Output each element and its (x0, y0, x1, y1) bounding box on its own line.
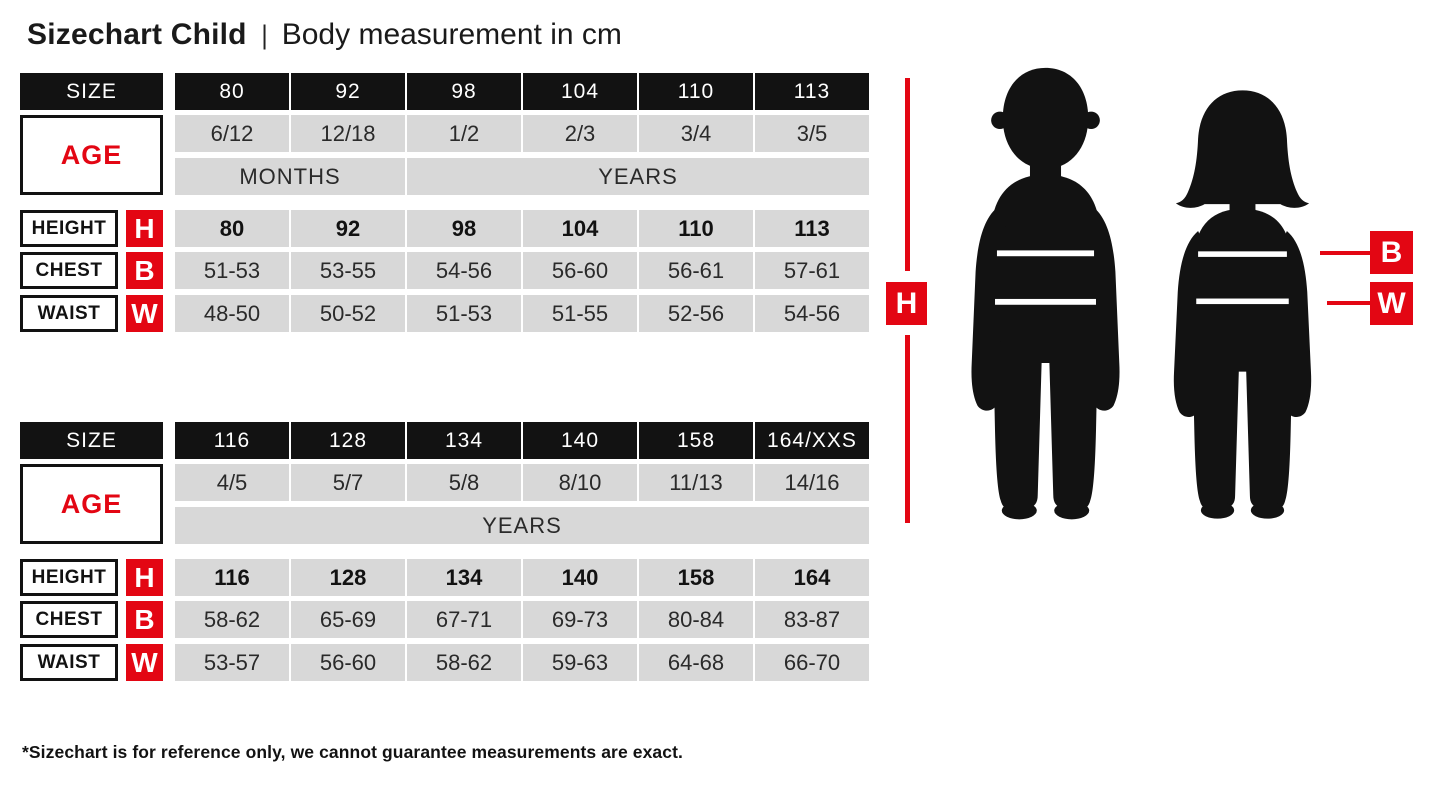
size-header-cell: 92 (291, 73, 405, 110)
age-row-label: AGE (20, 464, 163, 544)
waist-measure-line (1327, 301, 1370, 305)
waist-cell: 50-52 (291, 295, 405, 332)
waist-row-label: WAIST (20, 644, 118, 681)
chest-cell: 65-69 (291, 601, 405, 638)
waist-cell: 53-57 (175, 644, 289, 681)
size-header-cell: 164/XXS (755, 422, 869, 459)
title-separator: | (261, 20, 268, 50)
age-row-label: AGE (20, 115, 163, 195)
chest-row-label: CHEST (20, 252, 118, 289)
girl-child-silhouette-icon (1173, 90, 1312, 519)
waist-cell: 52-56 (639, 295, 753, 332)
waist-cell: 59-63 (523, 644, 637, 681)
height-row-label: HEIGHT (20, 210, 118, 247)
size-row-label: SIZE (20, 73, 163, 110)
chest-letter-badge: B (126, 601, 163, 638)
chest-letter-badge: B (126, 252, 163, 289)
height-measure-line-top (905, 78, 910, 271)
page-title: Sizechart Child | Body measurement in cm (27, 18, 622, 52)
height-cell: 164 (755, 559, 869, 596)
size-header-cell: 158 (639, 422, 753, 459)
age-cell: 4/5 (175, 464, 289, 501)
age-cell: 5/7 (291, 464, 405, 501)
waist-cell: 64-68 (639, 644, 753, 681)
age-unit-cell: MONTHS (175, 158, 405, 195)
size-header-cell: 128 (291, 422, 405, 459)
height-cell: 116 (175, 559, 289, 596)
height-measure-line-bottom (905, 335, 910, 523)
size-header-cell: 110 (639, 73, 753, 110)
height-cell: 128 (291, 559, 405, 596)
chest-cell: 53-55 (291, 252, 405, 289)
chest-marker-badge: B (1370, 231, 1413, 274)
sizechart-table-large-sizes: SIZE AGE 116 128 134 140 158 164/XXS 4/5 5/7 5/8 8/… (20, 422, 869, 681)
boy-child-silhouette-icon (971, 67, 1120, 520)
height-marker-badge: H (886, 282, 927, 325)
waist-cell: 58-62 (407, 644, 521, 681)
age-cell: 3/5 (755, 115, 869, 152)
waist-cell: 51-53 (407, 295, 521, 332)
chest-row-label: CHEST (20, 601, 118, 638)
chest-measure-line (1320, 251, 1370, 255)
size-header-cell: 80 (175, 73, 289, 110)
age-unit-cell: YEARS (175, 507, 869, 544)
waist-row-label: WAIST (20, 295, 118, 332)
age-cell: 5/8 (407, 464, 521, 501)
age-cell: 6/12 (175, 115, 289, 152)
height-cell: 158 (639, 559, 753, 596)
age-cell: 11/13 (639, 464, 753, 501)
chest-cell: 83-87 (755, 601, 869, 638)
height-cell: 140 (523, 559, 637, 596)
height-cell: 92 (291, 210, 405, 247)
size-row-label: SIZE (20, 422, 163, 459)
chest-cell: 56-60 (523, 252, 637, 289)
height-cell: 104 (523, 210, 637, 247)
measurement-figure: H B W (880, 60, 1441, 570)
waist-cell: 48-50 (175, 295, 289, 332)
waist-cell: 66-70 (755, 644, 869, 681)
size-header-cell: 134 (407, 422, 521, 459)
chest-cell: 56-61 (639, 252, 753, 289)
waist-cell: 51-55 (523, 295, 637, 332)
height-row-label: HEIGHT (20, 559, 118, 596)
age-cell: 12/18 (291, 115, 405, 152)
height-letter-badge: H (126, 559, 163, 596)
age-cell: 14/16 (755, 464, 869, 501)
waist-cell: 54-56 (755, 295, 869, 332)
chest-cell: 69-73 (523, 601, 637, 638)
chest-cell: 57-61 (755, 252, 869, 289)
height-cell: 113 (755, 210, 869, 247)
age-cell: 2/3 (523, 115, 637, 152)
height-letter-badge: H (126, 210, 163, 247)
size-header-cell: 98 (407, 73, 521, 110)
height-cell: 80 (175, 210, 289, 247)
chest-cell: 58-62 (175, 601, 289, 638)
size-header-cell: 140 (523, 422, 637, 459)
age-cell: 3/4 (639, 115, 753, 152)
size-header-cell: 116 (175, 422, 289, 459)
waist-marker-badge: W (1370, 282, 1413, 325)
height-cell: 110 (639, 210, 753, 247)
chest-cell: 80-84 (639, 601, 753, 638)
waist-letter-badge: W (126, 644, 163, 681)
chest-cell: 51-53 (175, 252, 289, 289)
waist-cell: 56-60 (291, 644, 405, 681)
title-main: Sizechart Child (27, 18, 247, 51)
size-header-cell: 113 (755, 73, 869, 110)
size-header-cell: 104 (523, 73, 637, 110)
waist-letter-badge: W (126, 295, 163, 332)
height-cell: 134 (407, 559, 521, 596)
age-cell: 8/10 (523, 464, 637, 501)
disclaimer-text: *Sizechart is for reference only, we can… (22, 742, 683, 762)
height-cell: 98 (407, 210, 521, 247)
age-unit-cell: YEARS (407, 158, 869, 195)
chest-cell: 67-71 (407, 601, 521, 638)
chest-cell: 54-56 (407, 252, 521, 289)
age-cell: 1/2 (407, 115, 521, 152)
title-subtitle: Body measurement in cm (281, 18, 622, 51)
sizechart-table-small-sizes: SIZE AGE 80 92 98 104 110 113 6/12 12/18 1/2 2/3 3/4… (20, 73, 869, 332)
